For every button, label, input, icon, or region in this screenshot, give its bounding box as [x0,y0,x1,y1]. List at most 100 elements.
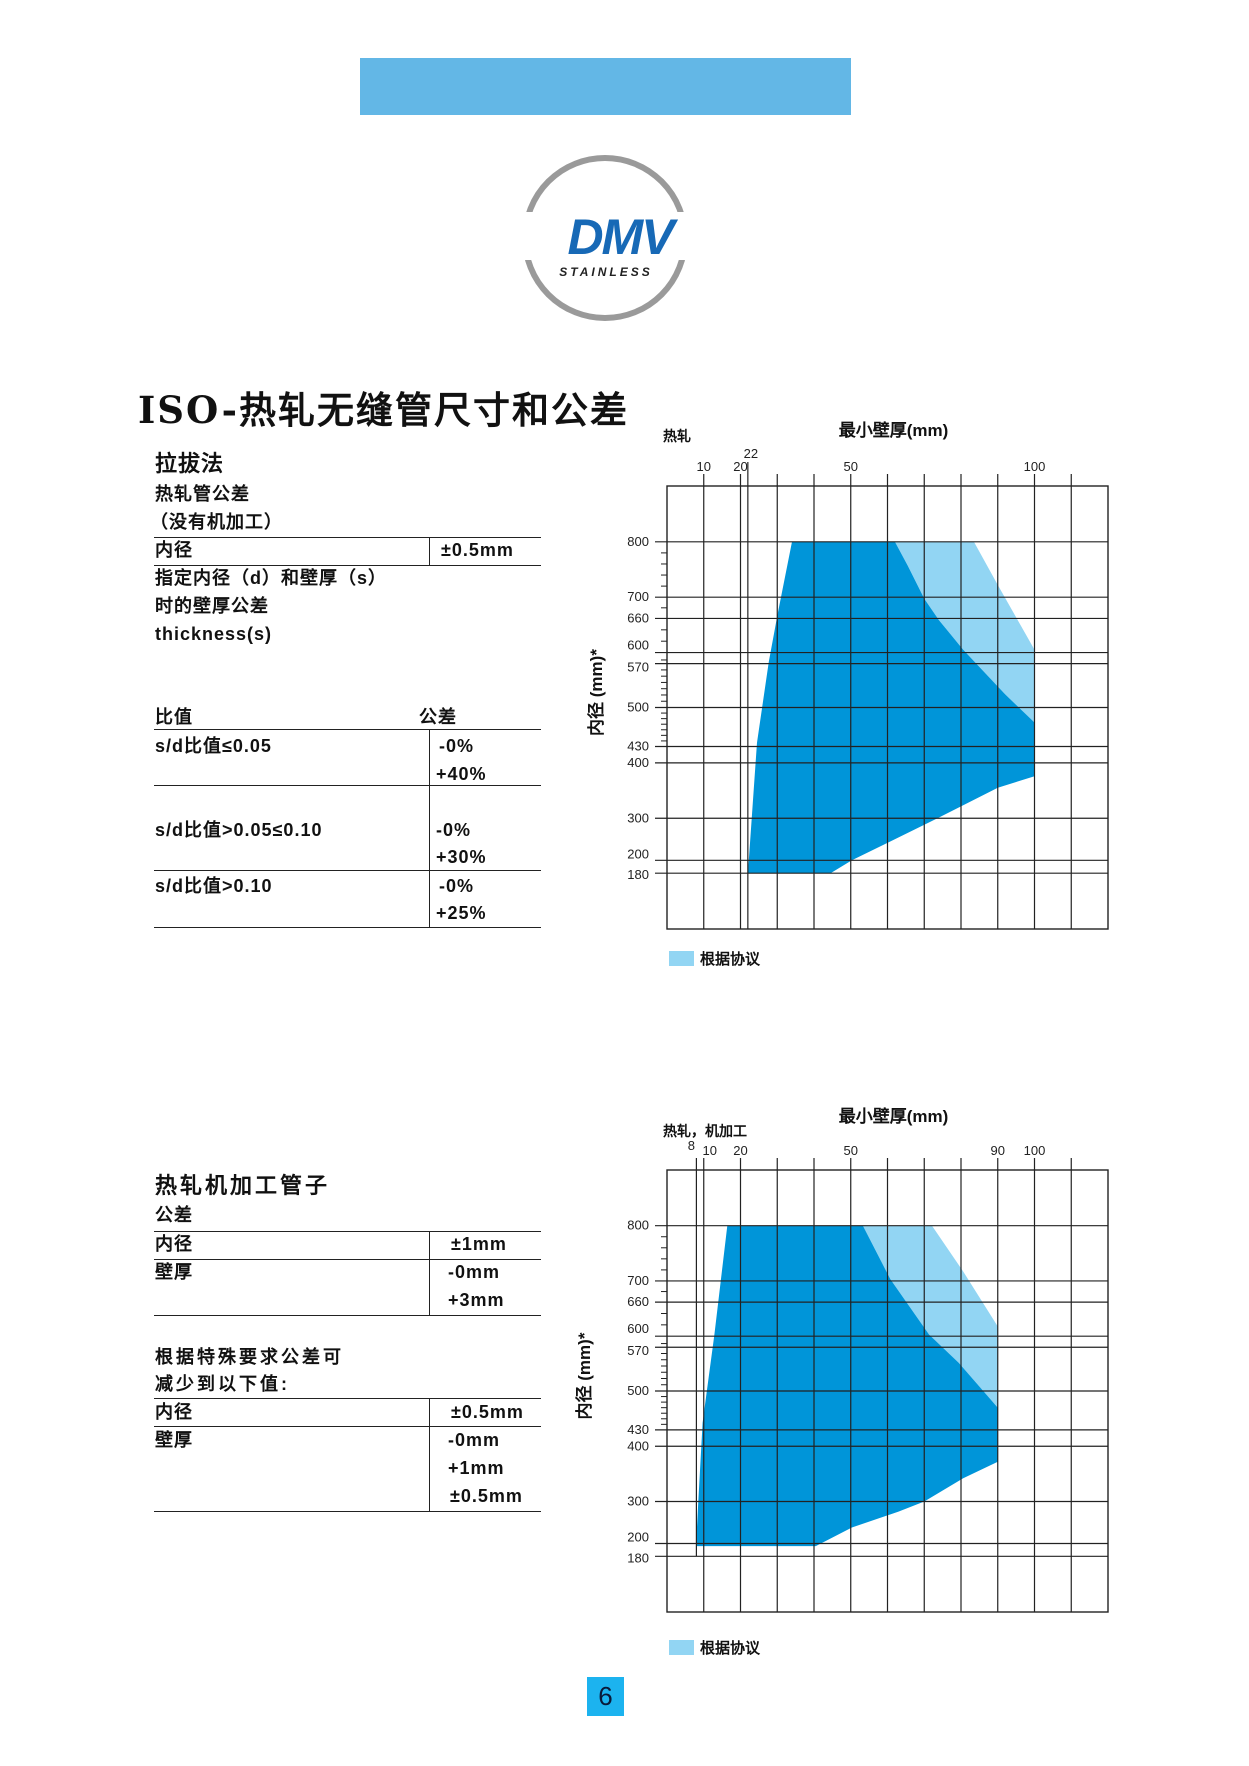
divider [154,1259,541,1260]
note1: 指定内径（d）和壁厚（s） [155,568,388,588]
x-tick-label: 100 [1024,1143,1046,1158]
inner-diameter-value: ±0.5mm [441,540,514,560]
divider [154,1398,541,1399]
row-value: ±1mm [451,1234,507,1254]
y-tick-label: 570 [627,660,649,675]
row-value: +1mm [448,1458,505,1478]
ratio-cell: s/d比值≤0.05 [155,736,272,756]
series-area-by-agreement [894,541,1035,723]
ratio-cell: s/d比值>0.10 [155,876,273,896]
y-tick-label: 660 [627,1294,649,1309]
x-axis-title: 最小壁厚(mm) [839,1106,949,1126]
legend-label: 根据协议 [700,1639,761,1657]
y-tick-label: 500 [627,1383,649,1398]
x-tick-label: 90 [991,1143,1005,1158]
row-label: 内径 [155,1234,193,1254]
row-value: -0mm [448,1262,501,1282]
logo-subtitle: STAINLESS [559,265,652,279]
section2-sub: 公差 [155,1205,193,1225]
y-tick-label: 700 [627,1273,649,1288]
divider [429,537,430,565]
legend-swatch [669,1640,694,1655]
divider [429,1398,430,1511]
section2-note2: 减少到以下值: [155,1374,290,1394]
section2-note1: 根据特殊要求公差可 [155,1347,344,1367]
legend-label: 根据协议 [700,950,761,968]
tol-plus: +30% [436,847,487,867]
divider [154,1426,541,1427]
divider [429,729,430,927]
section2-heading: 热轧机加工管子 [155,1173,331,1198]
tol-plus: +40% [436,764,487,784]
row-value: ±0.5mm [450,1486,523,1506]
legend-swatch [669,951,694,966]
tol-minus: -0% [439,736,475,756]
y-tick-label: 430 [627,1422,649,1437]
tol-minus: -0% [439,876,475,896]
x-tick-label: 10 [697,459,711,474]
y-axis-title: 内径 (mm)* [574,1332,594,1419]
x-tick-label: 10 [703,1143,717,1158]
divider [154,565,541,566]
note3: thickness(s) [155,624,273,644]
row-label: 壁厚 [155,1430,193,1450]
x-tick-label: 100 [1024,459,1046,474]
section1-heading: 拉拔法 [155,451,225,476]
header-bar [360,58,851,115]
row-value: +3mm [448,1290,505,1310]
x-tick-label: 50 [844,459,858,474]
row-label: 内径 [155,1402,193,1422]
page-title: ISO-热轧无缝管尺寸和公差 [138,388,629,432]
col-tol-header: 公差 [419,707,457,727]
y-tick-label: 400 [627,1438,649,1453]
y-tick-label: 180 [627,1550,649,1565]
y-tick-label: 570 [627,1343,649,1358]
x-tick-label: 50 [844,1143,858,1158]
y-tick-label: 430 [627,738,649,753]
logo-text: DMV [567,209,678,265]
inner-diameter-label: 内径 [155,540,193,560]
row-label: 壁厚 [155,1262,193,1282]
x-axis-title: 最小壁厚(mm) [839,420,949,440]
col-ratio-header: 比值 [155,707,193,727]
y-tick-label: 800 [627,534,649,549]
y-tick-label: 660 [627,610,649,625]
section1-sub1: 热轧管公差 [155,484,250,504]
divider [429,1231,430,1315]
note2: 时的壁厚公差 [155,596,269,616]
divider [154,785,541,786]
y-tick-label: 600 [627,638,649,653]
dmv-logo: DMV STAINLESS [520,155,720,321]
x-tick-label: 20 [733,459,747,474]
y-tick-label: 500 [627,700,649,715]
tol-plus: +25% [436,903,487,923]
divider [154,1315,541,1316]
series-area-by-agreement [862,1225,998,1408]
series-area-standard [696,1225,998,1547]
y-tick-label: 800 [627,1218,649,1233]
x-tick-label: 20 [733,1143,747,1158]
divider [154,537,541,538]
row-value: ±0.5mm [451,1402,524,1422]
y-tick-label: 400 [627,755,649,770]
y-tick-label: 200 [627,1529,649,1544]
divider [154,927,541,928]
divider [154,870,541,871]
x-tick-label: 8 [688,1138,695,1153]
tol-minus: -0% [436,820,472,840]
y-tick-label: 700 [627,589,649,604]
y-tick-label: 300 [627,810,649,825]
y-tick-label: 600 [627,1321,649,1336]
page-number: 6 [587,1677,624,1716]
y-axis-title: 内径 (mm)* [586,649,606,736]
y-tick-label: 180 [627,867,649,882]
row-value: -0mm [448,1430,501,1450]
chart-corner-label: 热轧，机加工 [663,1123,747,1139]
y-tick-label: 200 [627,846,649,861]
divider [154,1231,541,1232]
x-tick-label: 22 [744,446,758,461]
divider [154,1511,541,1512]
